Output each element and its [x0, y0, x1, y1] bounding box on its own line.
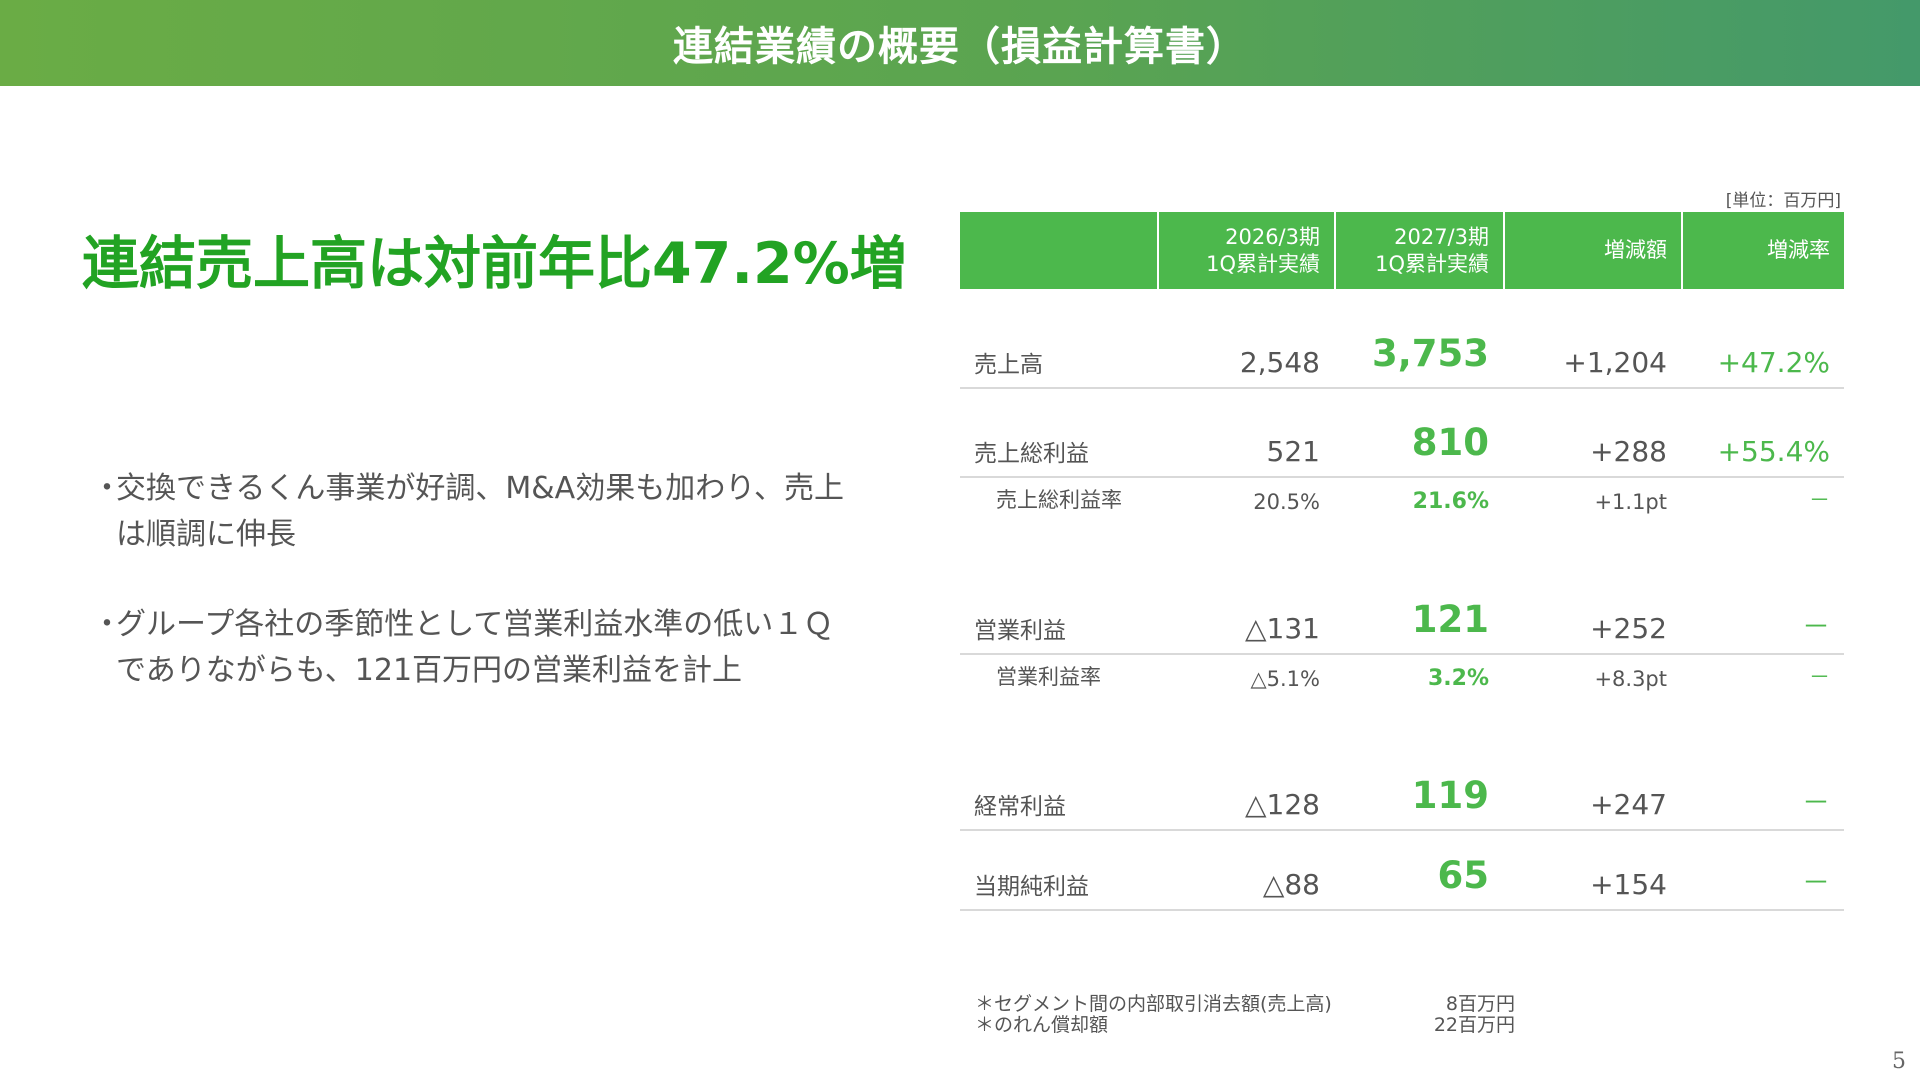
headline: 連結売上高は対前年比47.2%増 — [82, 231, 907, 297]
bullet-marker: ・ — [92, 607, 122, 642]
table-row: 当期純利益 △88 65 +154 － — [960, 831, 1844, 911]
bullet-item: ・ 交換できるくん事業が好調、M&A効果も加わり、売上 は順調に伸長 — [92, 466, 912, 558]
rate-value: － — [1801, 866, 1830, 899]
row-label: 売上総利益率 — [996, 488, 1122, 512]
prev-value: 20.5% — [1253, 490, 1320, 514]
bullet-marker: ・ — [92, 471, 122, 506]
bullet-line: でありながらも、121百万円の営業利益を計上 — [116, 653, 743, 688]
header-cell-diff: 増減額 — [1503, 212, 1681, 289]
row-label: 営業利益 — [974, 618, 1066, 644]
prev-value: △5.1% — [1250, 667, 1320, 691]
rate-value: － — [1801, 610, 1830, 643]
table-row: 営業利益 △131 121 +252 － — [960, 566, 1844, 655]
bullet-line: 交換できるくん事業が好調、M&A効果も加わり、売上 — [116, 471, 844, 506]
income-statement-table: 2026/3期 1Q累計実績 2027/3期 1Q累計実績 増減額 増減率 売上… — [960, 212, 1844, 911]
current-value: 121 — [1411, 598, 1489, 641]
current-value: 3.2% — [1427, 666, 1489, 691]
footnotes: ＊セグメント間の内部取引消去額(売上高) 8百万円 ＊のれん償却額 22百万円 — [975, 994, 1515, 1036]
prev-value: △88 — [1262, 868, 1320, 901]
unit-label: [単位：百万円] — [1725, 191, 1841, 211]
row-label: 売上総利益 — [974, 441, 1089, 467]
prev-value: △128 — [1245, 788, 1320, 821]
table-row: 売上高 2,548 3,753 +1,204 +47.2% — [960, 298, 1844, 389]
table-row: 売上総利益 521 810 +288 +55.4% — [960, 389, 1844, 478]
bullet-line: グループ各社の季節性として営業利益水準の低い１Ｑ — [116, 607, 834, 642]
header-prev-period: 2026/3期 — [1225, 224, 1320, 249]
rate-value: － — [1801, 786, 1830, 819]
header-cell-label — [960, 212, 1157, 289]
row-label: 経常利益 — [974, 794, 1066, 820]
diff-value: +8.3pt — [1594, 667, 1667, 691]
page-number: 5 — [1892, 1049, 1906, 1074]
bullet-list: ・ 交換できるくん事業が好調、M&A効果も加わり、売上 は順調に伸長 ・ グルー… — [92, 466, 912, 738]
row-label: 売上高 — [974, 352, 1043, 378]
row-label: 営業利益率 — [996, 665, 1101, 689]
current-value: 21.6% — [1412, 489, 1489, 514]
footnote-item: ＊のれん償却額 22百万円 — [975, 1015, 1515, 1036]
rate-value: － — [1809, 488, 1830, 512]
diff-value: +1,204 — [1563, 346, 1667, 379]
diff-value: +154 — [1590, 868, 1667, 901]
diff-value: +288 — [1590, 435, 1667, 468]
header-bar: 連結業績の概要（損益計算書） — [0, 0, 1920, 86]
prev-value: 521 — [1266, 435, 1320, 468]
header-prev-basis: 1Q累計実績 — [1206, 251, 1320, 276]
header-cur-basis: 1Q累計実績 — [1375, 251, 1489, 276]
header-cell-prev: 2026/3期 1Q累計実績 — [1157, 212, 1334, 289]
current-value: 3,753 — [1371, 332, 1489, 375]
table-header: 2026/3期 1Q累計実績 2027/3期 1Q累計実績 増減額 増減率 — [960, 212, 1844, 289]
header-cell-rate: 増減率 — [1681, 212, 1844, 289]
current-value: 119 — [1411, 774, 1489, 817]
table-row: 売上総利益率 20.5% 21.6% +1.1pt － — [960, 478, 1844, 518]
table-row: 経常利益 △128 119 +247 － — [960, 742, 1844, 831]
current-value: 65 — [1437, 854, 1490, 897]
header-cell-cur: 2027/3期 1Q累計実績 — [1334, 212, 1503, 289]
diff-value: +252 — [1590, 612, 1667, 645]
row-label: 当期純利益 — [974, 874, 1089, 900]
footnote-text: ＊セグメント間の内部取引消去額(売上高) — [975, 993, 1332, 1015]
header-cur-period: 2027/3期 — [1394, 224, 1489, 249]
footnote-text: ＊のれん償却額 — [975, 1014, 1109, 1036]
bullet-line: は順調に伸長 — [116, 517, 296, 552]
footnote-value: 22百万円 — [1433, 1014, 1515, 1036]
rate-value: +47.2% — [1717, 346, 1830, 379]
prev-value: 2,548 — [1239, 346, 1320, 379]
footnote-item: ＊セグメント間の内部取引消去額(売上高) 8百万円 — [975, 994, 1515, 1015]
rate-value: +55.4% — [1717, 435, 1830, 468]
diff-value: +247 — [1590, 788, 1667, 821]
rate-value: － — [1809, 665, 1830, 689]
slide-title: 連結業績の概要（損益計算書） — [673, 24, 1247, 70]
diff-value: +1.1pt — [1594, 490, 1667, 514]
footnote-value: 8百万円 — [1445, 993, 1515, 1015]
bullet-item: ・ グループ各社の季節性として営業利益水準の低い１Ｑ でありながらも、121百万… — [92, 602, 912, 694]
table-row: 営業利益率 △5.1% 3.2% +8.3pt － — [960, 655, 1844, 695]
prev-value: △131 — [1245, 612, 1320, 645]
current-value: 810 — [1411, 421, 1489, 464]
